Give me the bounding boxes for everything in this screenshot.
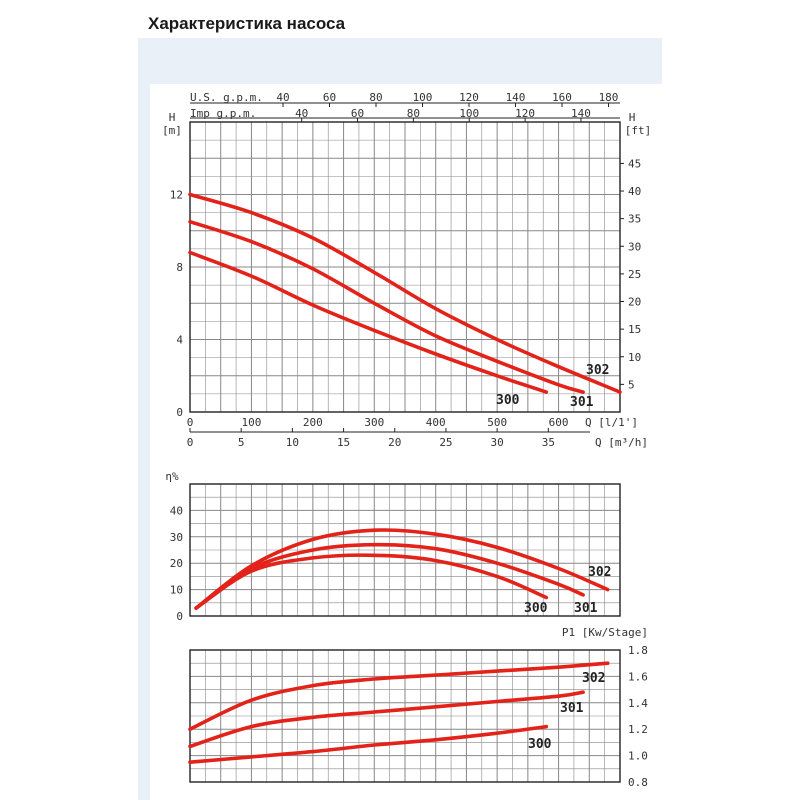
top-axis-2-tick: 60 xyxy=(351,107,364,120)
x2-tick: 35 xyxy=(542,436,555,449)
efficiency-y-tick: 20 xyxy=(170,557,183,570)
head-curve-300 xyxy=(188,250,549,394)
y-right-tick: 5 xyxy=(628,378,635,391)
top-axis-1-tick: 120 xyxy=(459,91,479,104)
x-tick: 300 xyxy=(364,416,384,429)
efficiency-series-label-301: 301 xyxy=(574,601,598,616)
efficiency-y-tick: 30 xyxy=(170,531,183,544)
y-right-tick: 30 xyxy=(628,240,641,253)
top-axis-1-tick: 80 xyxy=(369,91,382,104)
efficiency-series-label-302: 302 xyxy=(588,565,611,580)
top-axis-2-tick: 80 xyxy=(407,107,420,120)
efficiency-series-label-300: 300 xyxy=(524,601,548,616)
top-axis-1-tick: 40 xyxy=(276,91,289,104)
x-tick: 0 xyxy=(187,416,194,429)
power-series-label-301: 301 xyxy=(560,701,584,716)
chart-panel xyxy=(150,84,662,800)
head-series-label-302: 302 xyxy=(586,363,609,378)
y-left-tick: 4 xyxy=(176,334,183,347)
top-axis-1-tick: 180 xyxy=(599,91,619,104)
top-axis-2-tick: 120 xyxy=(515,107,535,120)
power-y-tick: 0.8 xyxy=(628,776,648,789)
y-left-tick: 8 xyxy=(176,261,183,274)
power-y-tick: 1.0 xyxy=(628,750,648,763)
y-right-tick: 10 xyxy=(628,351,641,364)
x-tick: 400 xyxy=(426,416,446,429)
page-title: Характеристика насоса xyxy=(148,14,346,33)
x-tick: 600 xyxy=(549,416,569,429)
head-series-label-301: 301 xyxy=(570,395,594,410)
efficiency-y-label: η% xyxy=(165,470,179,483)
x2-tick: 25 xyxy=(439,436,452,449)
x-tick: 500 xyxy=(487,416,507,429)
top-axis-1-label: U.S. g.p.m. xyxy=(190,91,263,104)
power-series-label-302: 302 xyxy=(582,671,605,686)
top-axis-2-tick: 140 xyxy=(571,107,591,120)
x2-tick: 10 xyxy=(286,436,299,449)
top-axis-2-label: Imp g.p.m. xyxy=(190,107,256,120)
x2-tick: 5 xyxy=(238,436,245,449)
top-axis-1-tick: 60 xyxy=(323,91,336,104)
x2-tick: 0 xyxy=(187,436,194,449)
y-right-tick: 25 xyxy=(628,268,641,281)
power-y-tick: 1.8 xyxy=(628,644,648,657)
head-chart-frame xyxy=(189,121,621,413)
power-curve-301 xyxy=(188,690,585,749)
top-axis-1-tick: 160 xyxy=(552,91,572,104)
efficiency-curve-302 xyxy=(194,528,610,610)
power-curve-302 xyxy=(188,661,610,731)
x2-tick: 15 xyxy=(337,436,350,449)
power-chart-frame xyxy=(189,649,621,783)
top-axis-2-tick: 40 xyxy=(295,107,308,120)
x2-label: Q [m³/h] xyxy=(595,436,648,449)
efficiency-chart-frame xyxy=(189,483,621,617)
power-y-label: P1 [Kw/Stage] xyxy=(562,626,648,639)
x2-tick: 30 xyxy=(491,436,504,449)
y-right-unit: [ft] xyxy=(625,124,652,137)
y-right-tick: 40 xyxy=(628,185,641,198)
x-tick: 100 xyxy=(241,416,261,429)
efficiency-y-tick: 0 xyxy=(176,610,183,623)
y-left-tick: 12 xyxy=(170,189,183,202)
x2-tick: 20 xyxy=(388,436,401,449)
head-curve-301 xyxy=(188,219,585,394)
power-y-tick: 1.6 xyxy=(628,670,648,683)
head-curve-302 xyxy=(188,192,622,394)
y-right-tick: 15 xyxy=(628,323,641,336)
y-left-label: H xyxy=(169,111,176,124)
efficiency-curve-300 xyxy=(194,553,549,610)
head-series-label-300: 300 xyxy=(496,393,520,408)
efficiency-y-tick: 10 xyxy=(170,584,183,597)
y-right-tick: 35 xyxy=(628,213,641,226)
y-right-label: H xyxy=(629,111,636,124)
power-curve-300 xyxy=(188,724,549,764)
y-left-tick: 0 xyxy=(176,406,183,419)
power-y-tick: 1.4 xyxy=(628,697,648,710)
y-right-tick: 45 xyxy=(628,157,641,170)
top-axis-1-tick: 100 xyxy=(413,91,433,104)
x-label: Q [l/1'] xyxy=(585,416,638,429)
x-tick: 200 xyxy=(303,416,323,429)
power-series-label-300: 300 xyxy=(528,737,552,752)
power-y-tick: 1.2 xyxy=(628,723,648,736)
y-right-tick: 20 xyxy=(628,296,641,309)
efficiency-curve-301 xyxy=(194,542,585,610)
top-axis-1-tick: 140 xyxy=(506,91,526,104)
efficiency-y-tick: 40 xyxy=(170,504,183,517)
y-left-unit: [m] xyxy=(162,124,182,137)
top-axis-2-tick: 100 xyxy=(459,107,479,120)
